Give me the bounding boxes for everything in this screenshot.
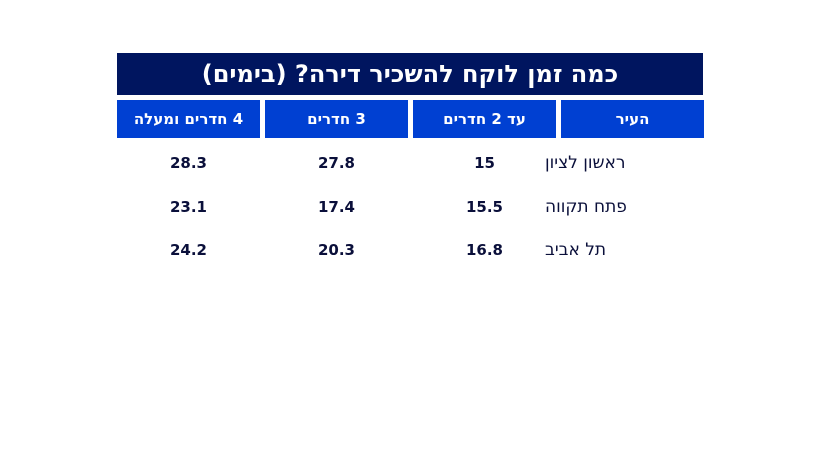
value-cell: 27.8 [317, 154, 355, 172]
header-4-plus-rooms: 4 חדרים ומעלה [117, 100, 260, 138]
table-title: כמה זמן לוקח להשכיר דירה? (בימים) [117, 53, 703, 95]
value-cell: 20.3 [317, 241, 355, 259]
header-up-to-2-rooms: עד 2 חדרים [413, 100, 556, 138]
header-3-rooms: 3 חדרים [265, 100, 408, 138]
value-cell: 15.5 [465, 198, 503, 216]
city-name: תל אביב [545, 240, 607, 260]
header-city: העיר [561, 100, 704, 138]
value-cell: 15 [474, 154, 495, 172]
city-name: פתח תקווה [545, 197, 627, 217]
value-cell: 16.8 [465, 241, 503, 259]
value-cell: 24.2 [169, 241, 207, 259]
value-cell: 23.1 [169, 198, 207, 216]
city-name: ראשון לציון [545, 153, 626, 173]
value-cell: 17.4 [317, 198, 355, 216]
value-cell: 28.3 [169, 154, 207, 172]
